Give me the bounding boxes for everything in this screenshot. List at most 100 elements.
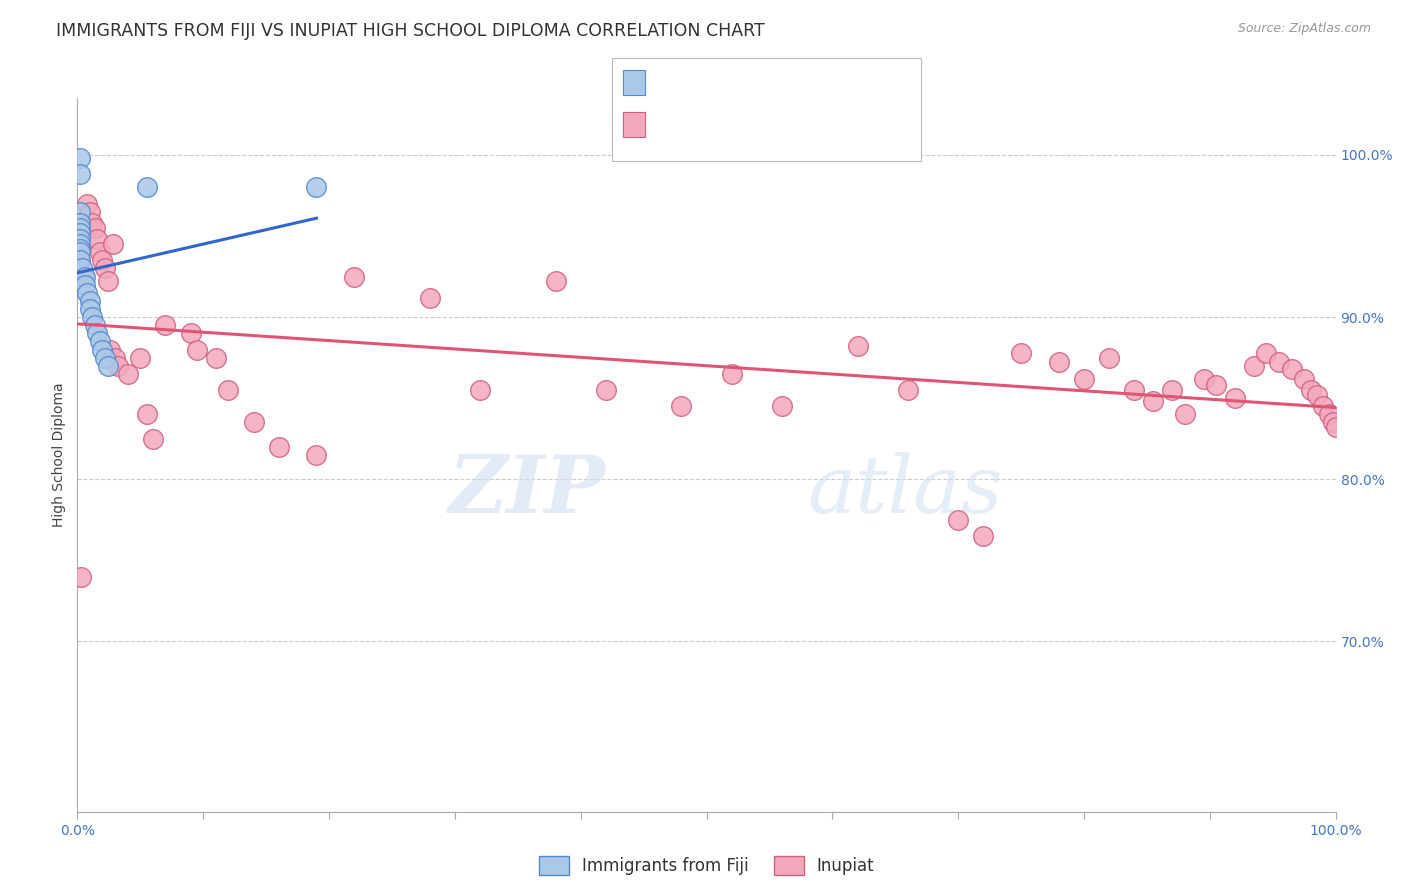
Point <box>1281 362 1303 376</box>
Point <box>69 226 91 240</box>
Text: IMMIGRANTS FROM FIJI VS INUPIAT HIGH SCHOOL DIPLOMA CORRELATION CHART: IMMIGRANTS FROM FIJI VS INUPIAT HIGH SCH… <box>56 22 765 40</box>
Point <box>72 261 94 276</box>
Point <box>720 367 742 381</box>
Point <box>1322 416 1344 430</box>
Point <box>1073 372 1095 386</box>
Point <box>1299 383 1322 397</box>
Point <box>94 261 117 276</box>
Point <box>69 245 91 260</box>
Point <box>94 351 117 365</box>
Point <box>1010 345 1032 359</box>
Point <box>69 167 91 181</box>
Point <box>84 220 107 235</box>
Point <box>1192 372 1215 386</box>
Point <box>70 569 93 583</box>
Point <box>1223 391 1246 405</box>
Point <box>117 367 139 381</box>
Point <box>69 253 91 268</box>
Point <box>142 432 165 446</box>
Point <box>79 301 101 316</box>
Point <box>1161 383 1184 397</box>
Point <box>69 253 91 268</box>
Point <box>846 339 869 353</box>
Point <box>1294 372 1316 386</box>
Point <box>267 440 290 454</box>
Point <box>770 399 793 413</box>
Point <box>242 416 264 430</box>
Point <box>1098 351 1121 365</box>
Point <box>1268 355 1291 369</box>
Point <box>1319 408 1341 422</box>
Point <box>89 245 111 260</box>
Point <box>204 351 226 365</box>
Text: R =: R = <box>658 116 695 134</box>
Point <box>305 448 328 462</box>
Point <box>1205 378 1227 392</box>
Text: N =: N = <box>787 74 824 92</box>
Text: atlas: atlas <box>807 452 1002 529</box>
Point <box>91 253 114 268</box>
Point <box>217 383 239 397</box>
Point <box>135 408 157 422</box>
Text: R =: R = <box>658 74 695 92</box>
Legend: Immigrants from Fiji, Inupiat: Immigrants from Fiji, Inupiat <box>531 849 882 882</box>
Text: 26: 26 <box>834 74 856 92</box>
Text: N =: N = <box>787 116 824 134</box>
Point <box>948 513 970 527</box>
Point <box>72 269 94 284</box>
Point <box>89 334 111 349</box>
Text: 62: 62 <box>834 116 856 134</box>
Point <box>76 285 98 300</box>
Y-axis label: High School Diploma: High School Diploma <box>52 383 66 527</box>
Point <box>98 343 121 357</box>
Point <box>595 383 617 397</box>
Point <box>69 220 91 235</box>
Point <box>1324 420 1347 434</box>
Point <box>69 242 91 256</box>
Text: ZIP: ZIP <box>449 452 606 529</box>
Text: -0.476: -0.476 <box>699 116 758 134</box>
Text: 0.389: 0.389 <box>704 74 763 92</box>
Point <box>96 359 118 373</box>
Point <box>1243 359 1265 373</box>
Point <box>180 326 202 341</box>
Point <box>69 204 91 219</box>
Point <box>1174 408 1197 422</box>
Point <box>69 151 91 165</box>
Point <box>305 180 328 194</box>
Point <box>468 383 491 397</box>
Point <box>107 359 129 373</box>
Point <box>79 204 101 219</box>
Point <box>1047 355 1070 369</box>
Text: Source: ZipAtlas.com: Source: ZipAtlas.com <box>1237 22 1371 36</box>
Point <box>101 237 124 252</box>
Point <box>972 529 994 543</box>
Point <box>86 326 108 341</box>
Point <box>343 269 366 284</box>
Point <box>82 310 104 324</box>
Point <box>544 274 567 288</box>
Point <box>69 216 91 230</box>
Point <box>82 216 104 230</box>
Point <box>135 180 157 194</box>
Point <box>419 291 441 305</box>
Point <box>897 383 920 397</box>
Point <box>86 232 108 246</box>
Point <box>671 399 693 413</box>
Point <box>104 351 127 365</box>
Point <box>96 274 118 288</box>
Point <box>73 269 96 284</box>
Point <box>73 277 96 292</box>
Point <box>84 318 107 333</box>
Point <box>1256 345 1278 359</box>
Point <box>79 293 101 308</box>
Point <box>76 196 98 211</box>
Point <box>186 343 208 357</box>
Point <box>1312 399 1334 413</box>
Point <box>1142 394 1164 409</box>
Point <box>129 351 152 365</box>
Point <box>91 343 114 357</box>
Point <box>69 237 91 252</box>
Point <box>69 232 91 246</box>
Point <box>155 318 177 333</box>
